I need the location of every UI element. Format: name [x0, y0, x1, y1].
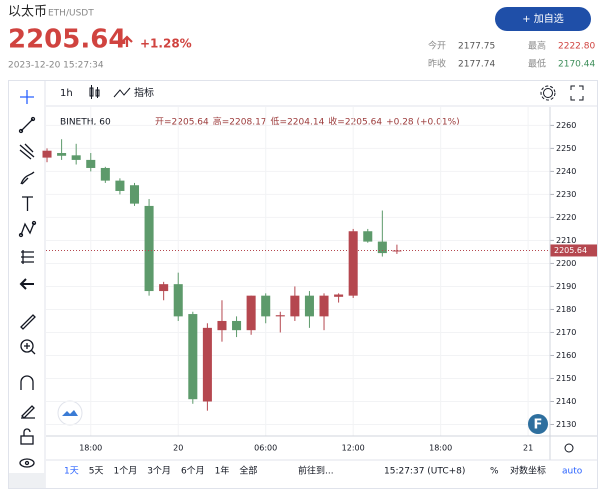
up-arrow	[121, 35, 133, 47]
stat-value: 2177.75	[458, 42, 495, 52]
cloud-icon	[62, 410, 78, 416]
y-tick-label: 2170	[556, 328, 576, 337]
candle-body	[188, 314, 198, 400]
candle-body	[202, 327, 212, 402]
y-tick-label: 2140	[556, 397, 576, 406]
percent-toggle[interactable]: %	[490, 467, 499, 477]
stat-label: 最高	[528, 40, 546, 52]
y-tick-label: 2240	[556, 167, 576, 176]
candle-body	[129, 185, 140, 204]
top-right-icons[interactable]	[540, 85, 584, 101]
legend-item: 收=2205.64	[328, 116, 382, 128]
stat-value: 2177.74	[458, 60, 495, 70]
range-button[interactable]: 3个月	[147, 466, 171, 477]
range-button[interactable]: 全部	[239, 465, 257, 477]
brand-badge	[528, 414, 548, 434]
goto[interactable]: 前往到...	[298, 465, 334, 477]
range-button[interactable]: 6个月	[181, 466, 205, 477]
plot: BINETH, 60 开=2205.64 高=2208.17 低=2204.14 收=2…	[42, 107, 597, 453]
add-watchlist-button[interactable]	[495, 7, 591, 31]
candle-body	[86, 159, 96, 168]
x-tick-label: 21	[523, 444, 533, 453]
log-toggle[interactable]: 对数坐标	[510, 465, 546, 477]
candle-body	[334, 294, 344, 297]
indicators[interactable]: 指标	[134, 86, 154, 99]
stat-label: 昨收	[428, 58, 446, 70]
range-button[interactable]: 1天	[64, 467, 79, 477]
chart-frame	[8, 80, 598, 489]
indicator-icon[interactable]	[113, 87, 131, 98]
candle-body	[57, 153, 67, 156]
candle-body	[363, 231, 373, 242]
range-button[interactable]: 5天	[89, 467, 104, 477]
legend-item: 高=2208.17	[213, 116, 267, 128]
stat-value: 2222.80	[558, 42, 595, 52]
y-tick-label: 2250	[556, 144, 576, 153]
legend-item: +0.28 (+0.01%)	[386, 118, 460, 128]
candle-body	[217, 320, 227, 331]
y-tick-label: 2230	[556, 190, 576, 199]
asset-pair: ETH/USDT	[48, 9, 94, 19]
stat-label: 今开	[428, 40, 446, 52]
collapse-toolbar[interactable]	[9, 473, 45, 488]
stat-value: 2170.44	[558, 60, 595, 70]
last-price-box	[550, 244, 597, 257]
add-watchlist-label: + 加自选	[522, 12, 564, 25]
candle-body	[261, 295, 271, 317]
candle-body	[159, 284, 169, 292]
cloud-button[interactable]	[57, 400, 83, 426]
candle-body	[100, 167, 110, 181]
y-tick-label: 2160	[556, 351, 576, 360]
x-tick-label: 18:00	[429, 444, 452, 453]
settings-icon[interactable]	[564, 443, 574, 453]
stat-label: 最低	[528, 58, 546, 70]
range-button[interactable]: 1个月	[113, 466, 137, 477]
y-tick-label: 2130	[556, 420, 576, 429]
drawing-tools[interactable]	[18, 90, 37, 483]
y-tick-label: 2180	[556, 305, 576, 314]
range-button[interactable]: 1年	[215, 465, 230, 477]
y-tick-label: 2150	[556, 374, 576, 383]
interval[interactable]: 1h	[60, 88, 73, 99]
footer: 1天 5天 1个月 3个月 6个月 1年 全部	[64, 465, 257, 477]
candle-body	[42, 150, 52, 158]
brand-letter: F	[534, 418, 543, 433]
candle-body	[232, 320, 242, 331]
candle-body	[377, 241, 387, 254]
x-tick-label: 18:00	[79, 444, 102, 453]
y-tick-label: 2220	[556, 213, 576, 222]
candle-body	[144, 205, 154, 292]
legend-item: 开=2205.64	[155, 117, 209, 128]
last-price-label: 2205.64	[554, 246, 587, 255]
last-price: 2205.64	[8, 25, 126, 55]
legend-item: 低=2204.14	[271, 116, 325, 128]
candle-body	[319, 295, 329, 317]
candle-icon[interactable]	[89, 85, 100, 99]
candle-body	[173, 284, 183, 317]
candle-body	[304, 295, 314, 317]
y-tick-label: 2260	[556, 121, 576, 130]
x-tick-label: 06:00	[254, 444, 277, 453]
legend-symbol: BINETH, 60	[60, 118, 111, 128]
stats: 今开 2177.75 最高 2222.80 昨收 2177.74 最低 2170.44	[428, 40, 595, 70]
candle-body	[246, 295, 256, 331]
candle-body	[348, 231, 358, 296]
candle-body	[392, 250, 402, 252]
price-change: +1.28%	[140, 37, 192, 51]
asset-name: 以太币	[8, 5, 47, 20]
candle-body	[290, 295, 300, 317]
y-tick-label: 2200	[556, 259, 576, 268]
auto-toggle[interactable]: auto	[562, 467, 583, 477]
candle-body	[71, 155, 81, 160]
candle-body	[115, 180, 125, 191]
timestamp: 2023-12-20 15:27:34	[8, 61, 104, 71]
clock: 15:27:37 (UTC+8)	[384, 467, 465, 477]
x-tick-label: 20	[173, 444, 183, 453]
y-tick-label: 2190	[556, 282, 576, 291]
y-tick-label: 2210	[556, 236, 576, 245]
x-tick-label: 12:00	[342, 444, 365, 453]
candle-body	[275, 315, 285, 317]
